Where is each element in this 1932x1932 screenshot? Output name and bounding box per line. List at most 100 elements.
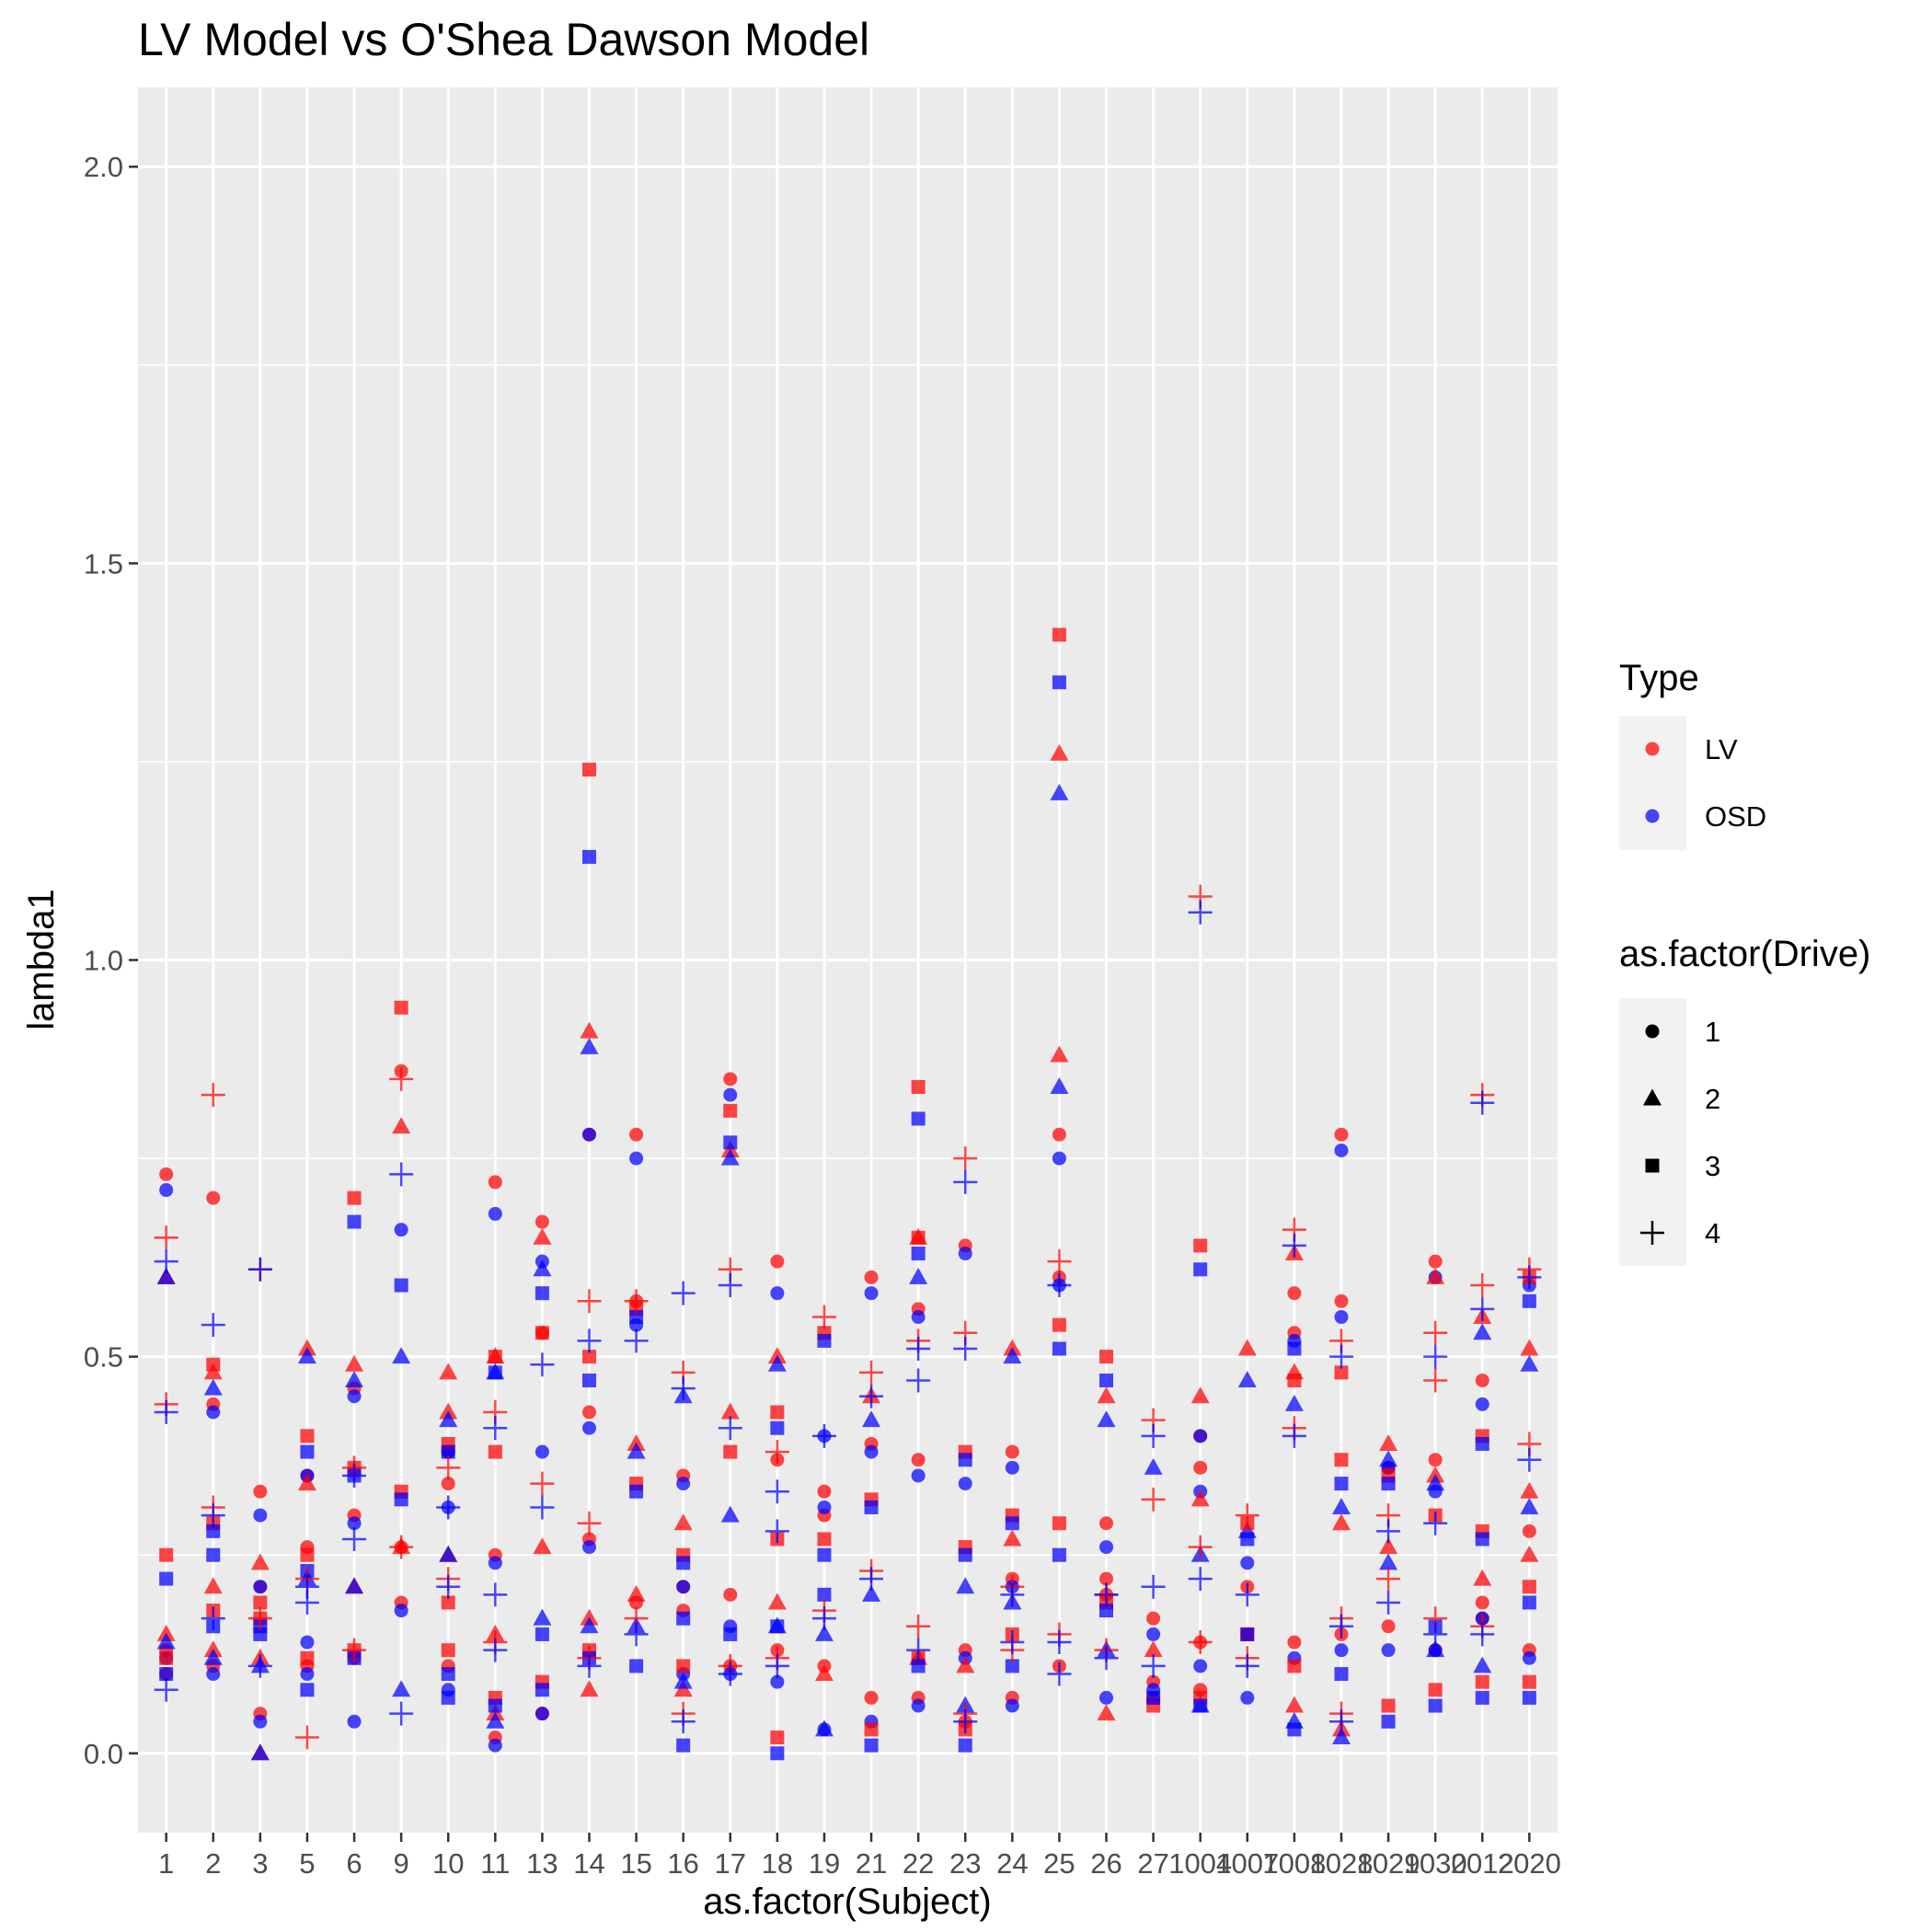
data-point-lv-drive-1 xyxy=(817,1484,832,1499)
data-point-osd-drive-4 xyxy=(1470,1296,1495,1321)
data-point-osd-drive-1 xyxy=(1005,1698,1019,1713)
data-point-osd-drive-2 xyxy=(956,1577,975,1594)
data-point-osd-drive-4 xyxy=(906,1638,931,1662)
data-point-osd-drive-1 xyxy=(629,1151,644,1166)
data-point-osd-drive-3 xyxy=(300,1444,315,1459)
data-point-lv-drive-3 xyxy=(300,1547,315,1562)
data-point-osd-drive-3 xyxy=(206,1524,221,1538)
data-point-osd-drive-3 xyxy=(488,1698,502,1713)
data-point-osd-drive-3 xyxy=(676,1611,691,1626)
data-point-lv-drive-3 xyxy=(1334,1453,1349,1467)
data-point-lv-drive-4 xyxy=(530,1471,555,1496)
data-point-osd-drive-3 xyxy=(535,1286,549,1301)
data-point-lv-drive-1 xyxy=(1381,1619,1396,1634)
legend-key-lv xyxy=(1645,742,1660,756)
data-point-osd-drive-3 xyxy=(253,1627,268,1641)
data-point-osd-drive-4 xyxy=(1517,1447,1542,1472)
data-point-osd-drive-1 xyxy=(1193,1659,1208,1673)
data-point-osd-drive-4 xyxy=(1000,1630,1025,1655)
data-point-osd-drive-4 xyxy=(1047,1662,1072,1686)
data-point-osd-drive-2 xyxy=(1050,1076,1069,1094)
data-point-osd-drive-2 xyxy=(439,1410,458,1428)
data-point-osd-drive-4 xyxy=(953,1337,978,1362)
data-point-osd-drive-2 xyxy=(345,1371,364,1388)
x-tick-label: 25 xyxy=(1043,1847,1075,1880)
y-tick-label: 1.0 xyxy=(84,945,123,977)
data-point-osd-drive-3 xyxy=(1287,1341,1302,1356)
data-point-osd-drive-3 xyxy=(1099,1604,1114,1618)
data-point-osd-drive-3 xyxy=(1052,1341,1066,1356)
data-point-osd-drive-3 xyxy=(958,1738,972,1753)
x-tick-label: 3 xyxy=(252,1847,268,1880)
data-point-osd-drive-4 xyxy=(1376,1590,1401,1615)
data-point-osd-drive-4 xyxy=(1470,1622,1495,1647)
data-point-osd-drive-3 xyxy=(958,1453,972,1467)
data-point-lv-drive-3 xyxy=(347,1190,362,1205)
data-point-lv-drive-2 xyxy=(1520,1339,1539,1356)
x-tick-label: 1008 xyxy=(1262,1847,1326,1880)
data-point-lv-drive-3 xyxy=(441,1595,455,1610)
data-point-osd-drive-2 xyxy=(392,1680,411,1697)
data-point-osd-drive-2 xyxy=(862,1584,881,1602)
data-point-osd-drive-4 xyxy=(811,1606,836,1631)
data-point-lv-drive-3 xyxy=(911,1079,926,1094)
data-point-osd-drive-1 xyxy=(253,1508,268,1523)
data-point-osd-drive-3 xyxy=(535,1683,549,1697)
legend-label-drive-1: 1 xyxy=(1705,1016,1720,1048)
data-point-osd-drive-2 xyxy=(1331,1728,1351,1745)
data-point-osd-drive-4 xyxy=(389,1162,414,1187)
data-point-lv-drive-1 xyxy=(1287,1286,1302,1301)
data-point-lv-drive-4 xyxy=(247,1606,272,1631)
data-point-lv-drive-1 xyxy=(911,1453,926,1467)
data-point-lv-drive-1 xyxy=(723,1072,738,1087)
data-point-osd-drive-3 xyxy=(1522,1690,1536,1705)
data-point-osd-drive-3 xyxy=(206,1547,221,1562)
data-point-osd-drive-2 xyxy=(767,1354,787,1372)
data-point-osd-drive-4 xyxy=(1188,900,1213,925)
data-point-osd-drive-3 xyxy=(535,1627,549,1641)
data-point-lv-drive-1 xyxy=(581,1405,596,1420)
data-point-lv-drive-2 xyxy=(1379,1537,1398,1555)
data-point-osd-drive-4 xyxy=(247,1257,272,1282)
data-point-lv-drive-3 xyxy=(300,1429,315,1443)
data-point-lv-drive-3 xyxy=(253,1595,268,1610)
data-point-osd-drive-3 xyxy=(770,1420,785,1435)
data-point-osd-drive-2 xyxy=(203,1378,223,1396)
data-point-lv-drive-3 xyxy=(1193,1238,1208,1253)
y-axis-title: lambda1 xyxy=(21,889,62,1029)
data-point-osd-drive-3 xyxy=(1287,1722,1302,1737)
data-point-lv-drive-3 xyxy=(1475,1674,1489,1689)
x-tick-label: 13 xyxy=(526,1847,558,1880)
legend-type-key-bg xyxy=(1619,716,1686,850)
data-point-osd-drive-3 xyxy=(1005,1659,1019,1673)
data-point-osd-drive-4 xyxy=(906,1368,931,1393)
y-tick-label: 0.5 xyxy=(84,1341,123,1374)
data-point-osd-drive-3 xyxy=(1052,1547,1066,1562)
data-point-lv-drive-2 xyxy=(345,1354,364,1372)
data-point-osd-drive-1 xyxy=(1193,1429,1208,1443)
data-point-osd-drive-2 xyxy=(1284,1394,1304,1411)
x-tick-label: 26 xyxy=(1090,1847,1121,1880)
data-point-lv-drive-4 xyxy=(953,1146,978,1171)
data-point-osd-drive-4 xyxy=(953,1709,978,1734)
data-point-osd-drive-1 xyxy=(1522,1650,1536,1665)
data-point-osd-drive-3 xyxy=(159,1667,174,1682)
data-point-lv-drive-2 xyxy=(1237,1339,1257,1356)
data-point-lv-drive-4 xyxy=(577,1511,602,1535)
data-point-lv-drive-3 xyxy=(1287,1374,1302,1388)
data-point-osd-drive-4 xyxy=(624,1328,649,1353)
data-point-osd-drive-3 xyxy=(159,1571,174,1586)
x-tick-label: 6 xyxy=(346,1847,362,1880)
data-point-lv-drive-2 xyxy=(1050,743,1069,761)
data-point-lv-drive-1 xyxy=(1334,1294,1349,1308)
data-point-osd-drive-3 xyxy=(817,1333,832,1348)
data-point-lv-drive-3 xyxy=(581,763,596,777)
x-tick-label: 1007 xyxy=(1215,1847,1279,1880)
data-point-lv-drive-1 xyxy=(629,1127,644,1142)
data-point-osd-drive-1 xyxy=(488,1556,502,1570)
data-point-lv-drive-2 xyxy=(1190,1386,1210,1404)
data-point-osd-drive-2 xyxy=(533,1608,552,1626)
data-point-osd-drive-4 xyxy=(389,1701,414,1726)
data-point-osd-drive-4 xyxy=(483,1638,508,1662)
data-point-osd-drive-4 xyxy=(1141,1423,1166,1448)
